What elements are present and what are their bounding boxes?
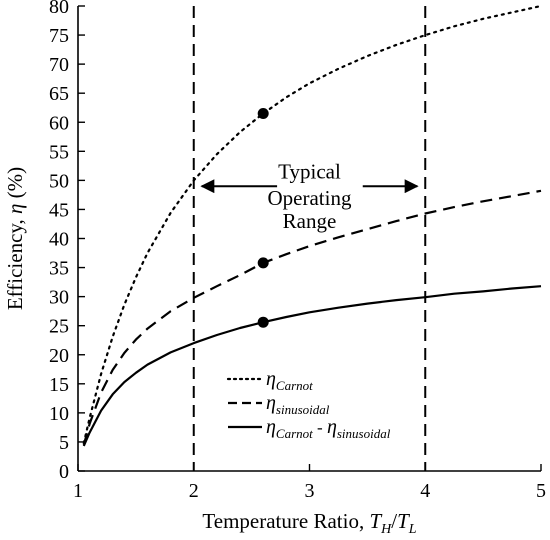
y-tick-label: 80 xyxy=(49,0,69,18)
series-lines xyxy=(82,4,543,447)
y-tick-label: 15 xyxy=(49,374,69,396)
legend-subscript: Carnot xyxy=(276,426,313,441)
series-line-difference xyxy=(82,285,542,447)
legend-label-difference: ηCarnot - ηsinusoidal xyxy=(266,416,391,441)
data-point-marker xyxy=(257,108,269,120)
series-line-sinusoidal xyxy=(82,189,542,446)
marker-points xyxy=(257,108,269,328)
legend-symbol: η xyxy=(327,416,337,438)
operating-range-boundaries xyxy=(192,6,427,471)
annotation-text-line: Range xyxy=(283,209,337,233)
x-tick-label: 4 xyxy=(420,480,430,502)
y-tick-label: 55 xyxy=(49,141,69,163)
y-tick-label: 30 xyxy=(49,287,69,309)
y-tick-label: 25 xyxy=(49,316,69,338)
y-tick-label: 60 xyxy=(49,112,69,134)
y-tick-label: 45 xyxy=(49,199,69,221)
legend-symbol: η xyxy=(266,368,276,390)
x-tick-label: 1 xyxy=(73,480,83,502)
y-tick-label: 65 xyxy=(49,83,69,105)
data-point-marker xyxy=(257,257,269,269)
series-line-carnot xyxy=(82,4,543,445)
legend-label-sinusoidal: ηsinusoidal xyxy=(266,392,330,417)
legend-symbol: η xyxy=(266,416,276,438)
y-tick-label: 0 xyxy=(59,461,69,483)
legend-label-carnot: ηCarnot xyxy=(266,368,313,393)
annotation-text-line: Typical xyxy=(278,160,341,184)
legend-symbol: η xyxy=(266,392,276,414)
y-tick-label: 40 xyxy=(49,229,69,251)
legend-subscript: sinusoidal xyxy=(337,426,391,441)
legend-minus: - xyxy=(313,418,327,437)
y-axis-title: Efficiency, η (%) xyxy=(3,167,27,310)
x-tick-label: 5 xyxy=(536,480,546,502)
y-tick-label: 10 xyxy=(49,403,69,425)
y-tick-label: 70 xyxy=(49,54,69,76)
y-tick-label: 50 xyxy=(49,170,69,192)
x-tick-label: 2 xyxy=(189,480,199,502)
legend-subscript: sinusoidal xyxy=(276,402,330,417)
y-tick-label: 75 xyxy=(49,25,69,47)
y-tick-label: 5 xyxy=(59,432,69,454)
x-axis-title: Temperature Ratio, TH/TL xyxy=(202,509,416,537)
data-point-marker xyxy=(257,316,269,328)
legend-subscript: Carnot xyxy=(276,378,313,393)
y-tick-label: 20 xyxy=(49,345,69,367)
annotation-text-line: Operating xyxy=(268,186,352,210)
y-tick-label: 35 xyxy=(49,258,69,280)
x-tick-label: 3 xyxy=(305,480,315,502)
